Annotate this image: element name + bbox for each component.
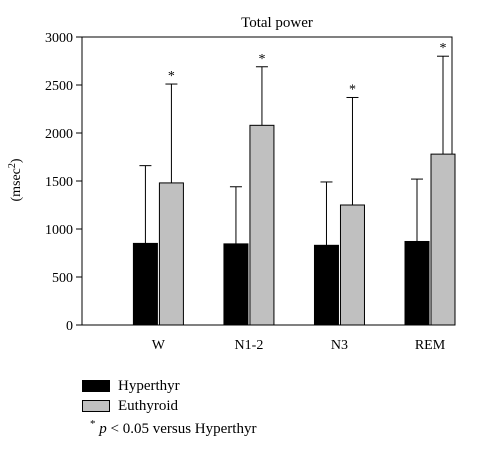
note-text: < 0.05 versus Hyperthyr [106,421,257,437]
bar-euthyroid-w [158,182,184,326]
plot-area: 0 500 1000 1500 2000 2500 3000 * W * N1-2 * N3 * REM [45,31,456,353]
note-p: p [99,421,107,437]
significance-marker: * [349,82,356,97]
bar-euthyroid-n3 [339,204,365,326]
bar-hyperthyr-n1-2 [223,243,249,326]
bar-hyperthyr-n3 [313,244,339,326]
y-tick-label: 2000 [45,127,73,142]
y-tick-label: 500 [52,271,73,286]
bar-chart: Total power (msec2) 0 500 1000 1500 2000 2500… [7,15,456,353]
y-tick-label: 1500 [45,175,73,190]
y-tick-label: 3000 [45,31,73,46]
y-axis-label: (msec2) [7,158,25,201]
significance-marker: * [168,69,175,84]
x-tick-label: N3 [331,338,348,353]
x-tick-label: W [152,338,166,353]
legend: Hyperthyr Euthyroid * p < 0.05 versus Hy… [82,376,256,438]
x-tick-label: N1-2 [235,338,264,353]
chart-title: Total power [241,15,313,31]
significance-marker: * [440,41,447,56]
bar-hyperthyr-rem [404,240,430,326]
legend-swatch-euthyroid [82,400,110,412]
note-asterisk: * [90,418,96,430]
x-tick-label: REM [415,338,446,353]
y-tick-label: 1000 [45,223,73,238]
bar-euthyroid-n1-2 [249,124,275,326]
y-tick-label: 2500 [45,79,73,94]
legend-item-euthyroid: Euthyroid [82,396,256,416]
legend-label-euthyroid: Euthyroid [118,397,178,414]
significance-marker: * [258,52,265,67]
legend-label-hyperthyr: Hyperthyr [118,377,180,394]
significance-note: * p < 0.05 versus Hyperthyr [90,418,256,438]
legend-item-hyperthyr: Hyperthyr [82,376,256,396]
bar-hyperthyr-w [132,242,158,326]
bar-euthyroid-rem [430,153,456,326]
legend-swatch-hyperthyr [82,380,110,392]
y-tick-label: 0 [66,319,73,334]
